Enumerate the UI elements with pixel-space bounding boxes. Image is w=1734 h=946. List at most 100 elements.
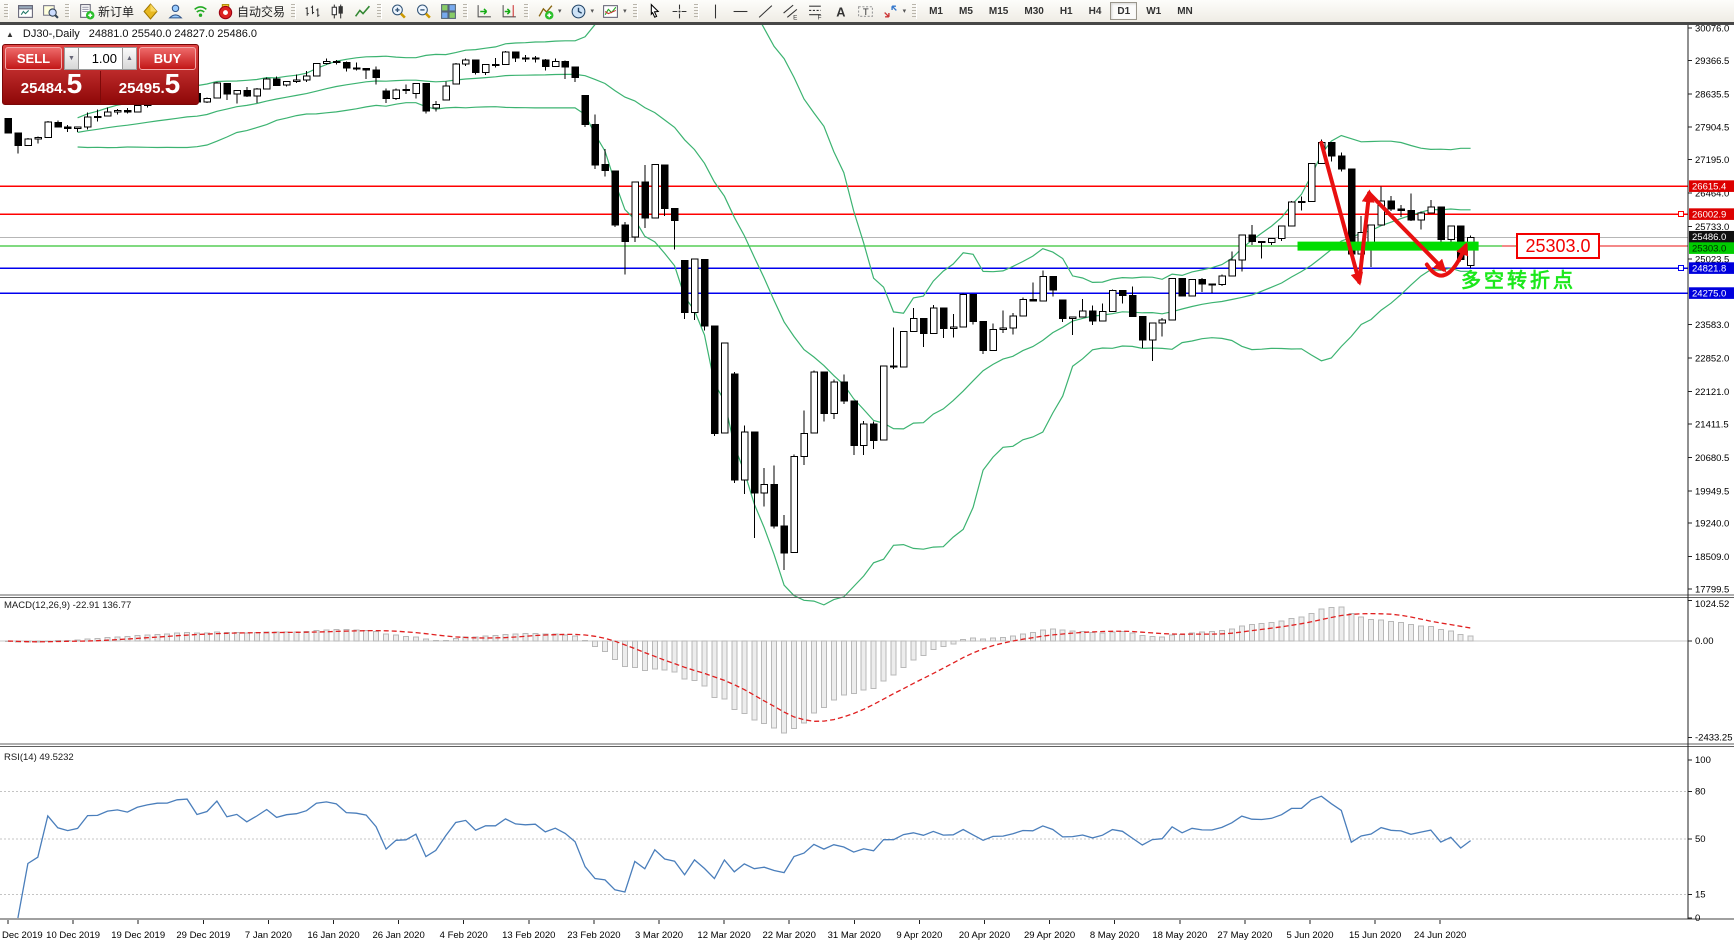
one-click-collapse-arrow[interactable]: ▲	[6, 29, 14, 39]
timeframe-mn-button[interactable]: MN	[1170, 2, 1200, 20]
autotrade-button[interactable]: 自动交易	[213, 1, 289, 21]
svg-text:28635.5: 28635.5	[1695, 89, 1729, 100]
svg-text:24821.8: 24821.8	[1692, 264, 1726, 275]
svg-text:25023.5: 25023.5	[1695, 254, 1729, 265]
line-selection-handle[interactable]	[1678, 265, 1684, 272]
line-selection-handle[interactable]	[1678, 211, 1684, 218]
indicator-panes	[0, 606, 1688, 919]
timeframe-d1-button[interactable]: D1	[1110, 2, 1138, 20]
dropdown-caret-icon[interactable]: ▾	[590, 8, 595, 15]
timeframe-m30-button[interactable]: M30	[1017, 2, 1050, 20]
sell-button[interactable]: SELL	[5, 47, 62, 70]
label-icon: T	[857, 5, 873, 18]
toolbar-group-grip[interactable]	[65, 3, 70, 19]
dropdown-caret-icon[interactable]: ▾	[902, 8, 907, 15]
time-axis-label: 13 Feb 2020	[502, 930, 555, 941]
window-search-icon	[43, 4, 59, 19]
label-button[interactable]: T	[853, 1, 878, 21]
svg-text:26615.4: 26615.4	[1692, 182, 1726, 193]
time-axis-label: 24 Jun 2020	[1414, 930, 1466, 941]
mql-market-button[interactable]	[138, 1, 163, 21]
timeframe-w1-button[interactable]: W1	[1139, 2, 1168, 20]
timeframe-m1-button[interactable]: M1	[922, 2, 950, 20]
rsi-line	[17, 795, 1471, 919]
zoom-in-button[interactable]	[386, 1, 411, 21]
support-zone-band[interactable]	[1297, 241, 1479, 251]
timeframe-h4-button[interactable]: H4	[1082, 2, 1109, 20]
fibo-button[interactable]: F	[803, 1, 828, 21]
svg-text:17799.5: 17799.5	[1695, 584, 1729, 595]
trend-arrow[interactable]	[1367, 191, 1447, 273]
hook-arrow[interactable]	[1424, 242, 1469, 278]
chart-symbol-period: DJ30-,Daily	[22, 28, 80, 40]
dropdown-caret-icon[interactable]: ▾	[558, 8, 562, 15]
new-order-button[interactable]: 新订单	[74, 1, 138, 21]
toolbar-group-grip[interactable]	[912, 3, 918, 19]
text-button[interactable]: A	[828, 1, 853, 21]
volume-value[interactable]: 1.00	[79, 47, 122, 70]
crosshair-button[interactable]	[667, 1, 692, 21]
buy-price[interactable]: 25495. 5	[101, 70, 198, 103]
auto-scroll-button[interactable]	[472, 1, 497, 21]
zoom-out-button[interactable]	[411, 1, 436, 21]
time-axis-label: 27 May 2020	[1217, 930, 1272, 941]
bollinger-band-line	[77, 102, 1471, 606]
channel-button[interactable]: E	[778, 1, 803, 21]
vline-icon	[714, 4, 716, 18]
indicators-icon	[538, 4, 554, 19]
volume-increase-button[interactable]: ▲	[122, 47, 137, 70]
toolbar-group-grip[interactable]	[524, 3, 530, 19]
hline-button[interactable]	[728, 1, 753, 21]
chart-window-button[interactable]	[13, 1, 38, 21]
timeframe-h1-button[interactable]: H1	[1053, 2, 1080, 20]
toolbar-group-grip[interactable]	[632, 3, 638, 19]
community-button[interactable]	[163, 1, 188, 21]
support-price-label[interactable]: 25303.0	[1516, 233, 1600, 259]
macd-histogram	[5, 606, 1474, 734]
sell-price-main: 25484.	[20, 80, 67, 97]
turning-point-annotation[interactable]: 多空转折点	[1461, 270, 1576, 292]
trendline-button[interactable]	[753, 1, 778, 21]
macd-indicator-label: MACD(12,26,9) -22.91 136.77	[4, 600, 132, 611]
toolbar-group-grip[interactable]	[4, 3, 9, 19]
chart-shift-button[interactable]	[497, 1, 522, 21]
cursor-icon	[650, 2, 659, 18]
toolbar-group-grip[interactable]	[463, 3, 469, 19]
zoom-out-icon	[417, 3, 431, 19]
toolbar-group-grip[interactable]	[377, 3, 383, 19]
toolbar-group-grip[interactable]	[693, 3, 699, 19]
svg-text:25303.0: 25303.0	[1692, 244, 1726, 255]
trend-arrow[interactable]	[1319, 140, 1364, 286]
templates-button[interactable]: ▾	[598, 1, 631, 21]
svg-text:0: 0	[1695, 913, 1700, 924]
dropdown-caret-icon[interactable]: ▾	[623, 8, 627, 15]
line-chart-button[interactable]	[350, 1, 375, 21]
buy-button[interactable]: BUY	[139, 47, 196, 70]
arrows-button[interactable]: ▾	[878, 1, 911, 21]
bar-chart-button[interactable]	[300, 1, 325, 21]
zoom-in-icon	[392, 3, 406, 19]
trend-arrow[interactable]	[1357, 189, 1375, 284]
candle-chart-button[interactable]	[325, 1, 350, 21]
toolbar-group: E F A T ▾	[703, 0, 911, 22]
signals-button[interactable]	[188, 1, 213, 21]
toolbar-group-grip[interactable]	[291, 3, 297, 19]
volume-decrease-button[interactable]: ▼	[64, 47, 79, 70]
svg-text:18509.0: 18509.0	[1695, 552, 1729, 563]
indicators-button[interactable]: ▾	[533, 1, 566, 21]
time-axis-label: 3 Mar 2020	[635, 930, 683, 941]
vline-button[interactable]	[703, 1, 728, 21]
timeframe-m5-button[interactable]: M5	[952, 2, 980, 20]
window-search-button[interactable]	[38, 1, 63, 21]
channel-icon: E	[782, 4, 797, 20]
timeframe-m15-button[interactable]: M15	[982, 2, 1015, 20]
tile-windows-button[interactable]	[436, 1, 461, 21]
sell-price[interactable]: 25484. 5	[3, 70, 101, 103]
cursor-button[interactable]	[642, 1, 667, 21]
toolbar-button-label: 新订单	[98, 4, 135, 19]
tile-windows-icon	[441, 3, 456, 19]
time-axis-label: 29 Dec 2019	[176, 930, 230, 941]
time-axis-label: 26 Jan 2020	[372, 930, 424, 941]
periods-button[interactable]: ▾	[566, 1, 599, 21]
